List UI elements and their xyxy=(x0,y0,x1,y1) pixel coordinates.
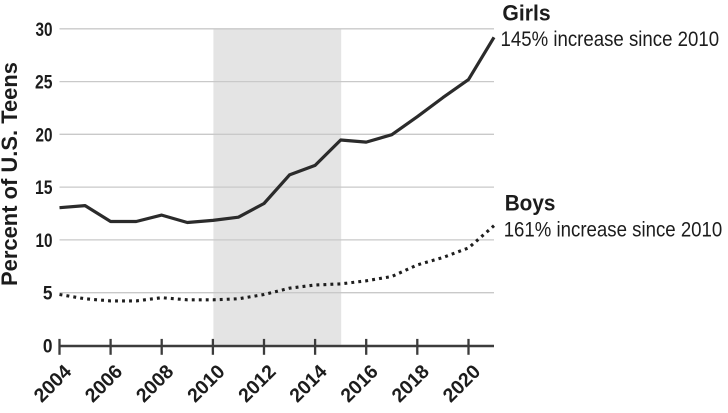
svg-text:5: 5 xyxy=(43,284,53,305)
svg-text:30: 30 xyxy=(36,20,53,41)
svg-text:20: 20 xyxy=(36,125,53,146)
svg-text:145% increase since 2010: 145% increase since 2010 xyxy=(501,28,720,51)
svg-text:Boys: Boys xyxy=(505,190,556,215)
svg-text:10: 10 xyxy=(36,231,53,252)
svg-text:Girls: Girls xyxy=(502,0,550,25)
svg-text:0: 0 xyxy=(43,337,53,358)
svg-text:25: 25 xyxy=(35,73,53,94)
svg-text:Percent of U.S. Teens: Percent of U.S. Teens xyxy=(0,62,22,286)
svg-text:15: 15 xyxy=(35,178,53,199)
svg-text:161% increase since 2010: 161% increase since 2010 xyxy=(504,218,723,241)
